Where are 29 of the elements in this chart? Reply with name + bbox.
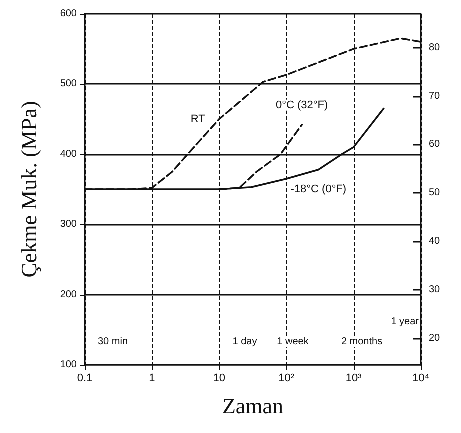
y2-tick-label: 20	[429, 332, 441, 344]
x-tick-label: 10	[213, 372, 226, 384]
annotation: 1 day	[232, 336, 258, 348]
annotation: 30 min	[98, 336, 128, 348]
annotation: 1 week	[277, 336, 310, 348]
series-label: -18°C (0°F)	[290, 183, 347, 196]
y-axis-title: Çekme Muk. (MPa)	[16, 101, 42, 278]
y-tick-label: 200	[60, 289, 78, 300]
annotation: 1 year	[391, 316, 420, 328]
y2-tick-label: 40	[429, 236, 441, 248]
series-label: 0°C (32°F)	[276, 99, 328, 112]
x-tick-label: 1	[149, 372, 156, 384]
y2-tick-label: 30	[429, 284, 441, 296]
x-tick-label: 10⁴	[412, 372, 430, 384]
series-label: RT	[190, 113, 206, 126]
y-tick-label: 100	[60, 360, 78, 370]
y-tick-label: 300	[60, 219, 78, 230]
y2-tick-label: 80	[429, 42, 441, 54]
y-tick-label: 600	[60, 8, 78, 20]
annotation: 2 months	[341, 336, 383, 348]
y2-tick-label: 50	[429, 188, 441, 199]
x-tick-label: 10³	[346, 372, 362, 384]
y-tick-label: 500	[60, 78, 78, 90]
y2-tick-label: 70	[429, 90, 441, 102]
x-tick-label: 0.1	[77, 372, 93, 384]
x-axis-title: Zaman	[222, 394, 284, 418]
x-tick-label: 10²	[278, 372, 295, 384]
y-tick-label: 400	[60, 148, 78, 160]
y2-tick-label: 60	[429, 139, 441, 150]
